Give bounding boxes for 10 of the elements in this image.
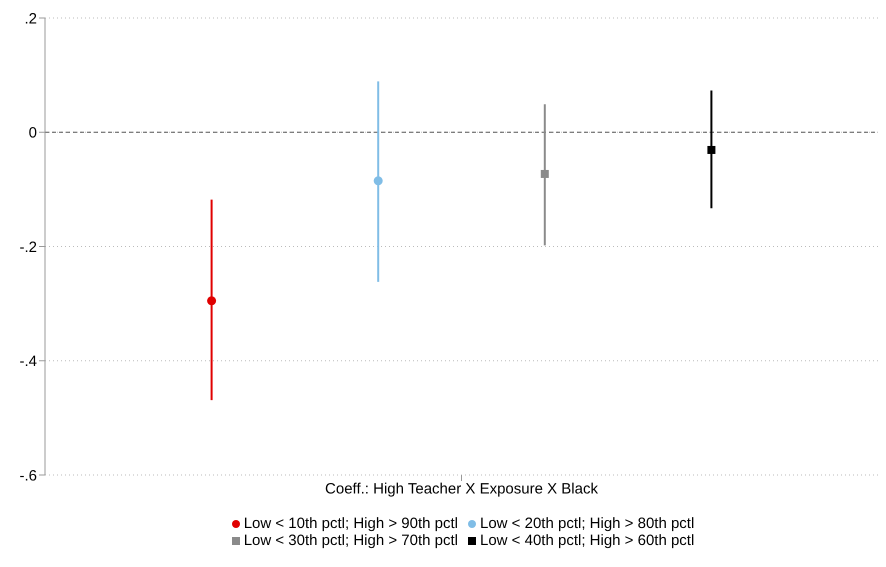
y-tick-label: -.4 <box>19 353 37 370</box>
legend-label: Low < 10th pctl; High > 90th pctl <box>244 515 458 532</box>
legend-label: Low < 40th pctl; High > 60th pctl <box>480 532 694 549</box>
y-tick-label: .2 <box>24 10 37 28</box>
y-tick-label: -.6 <box>19 467 37 484</box>
y-tick-label: -.2 <box>19 238 37 256</box>
y-tick-label: 0 <box>28 124 37 142</box>
legend-label: Low < 30th pctl; High > 70th pctl <box>244 532 458 549</box>
legend-label: Low < 20th pctl; High > 80th pctl <box>480 515 694 532</box>
x-tick-label: Coeff.: High Teacher X Exposure X Black <box>325 480 598 498</box>
